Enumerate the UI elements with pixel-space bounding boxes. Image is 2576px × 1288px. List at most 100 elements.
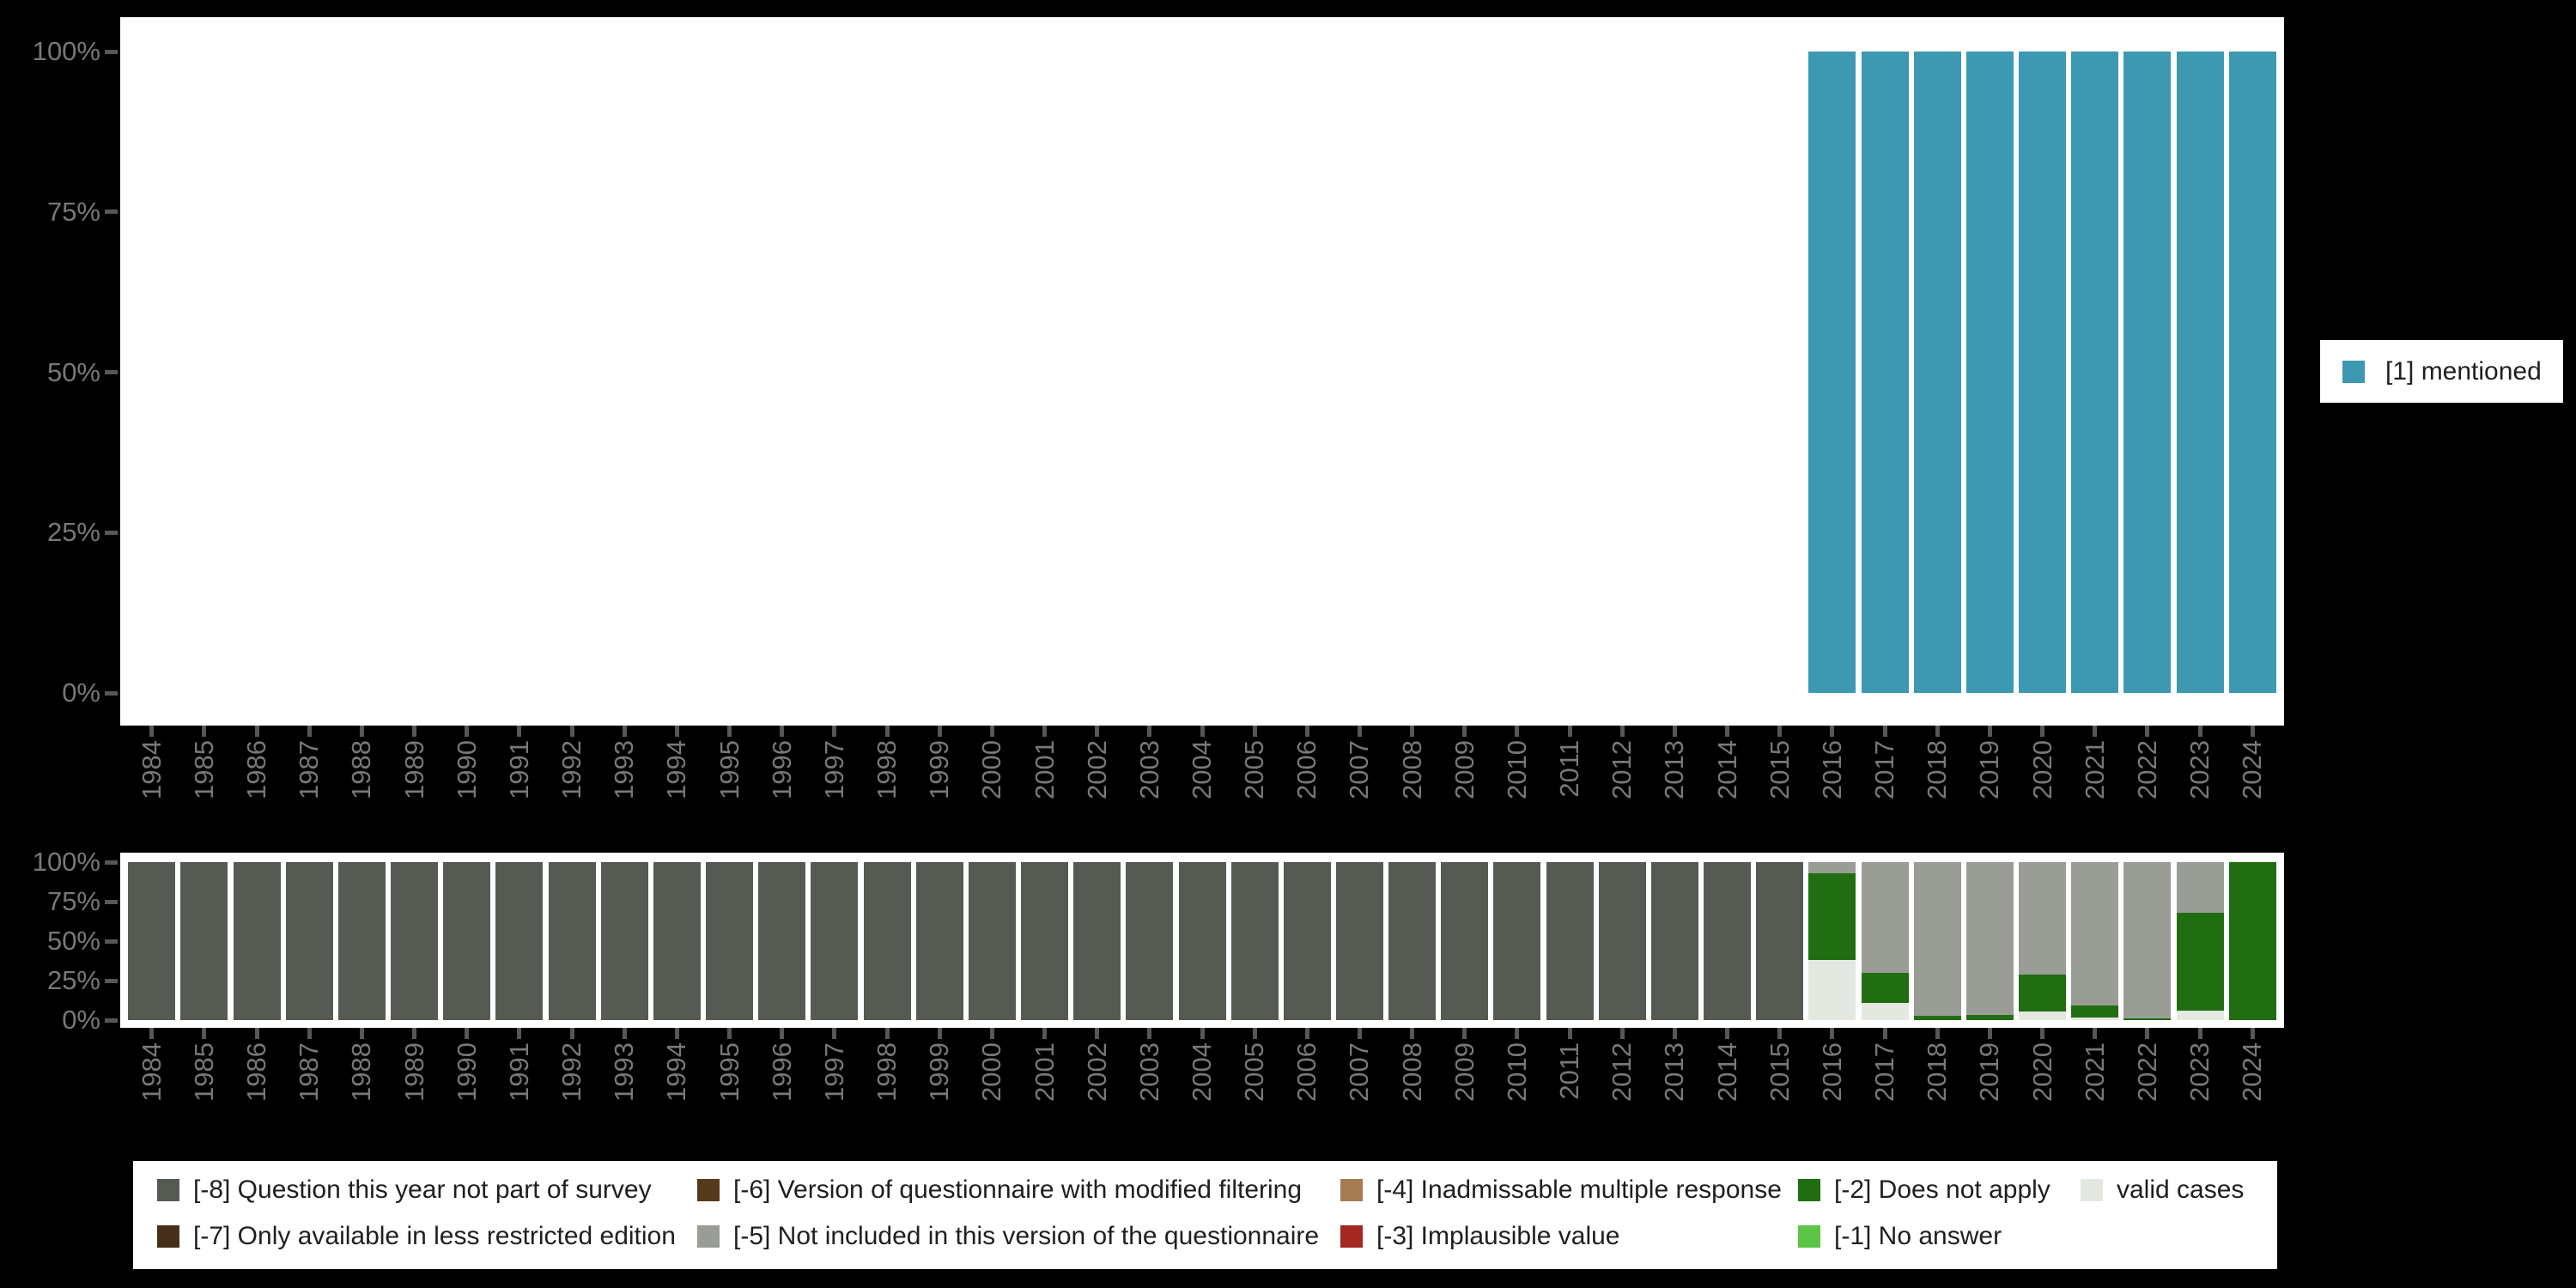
bar-2020 [2019,52,2067,693]
bar-2002 [1073,862,1121,1020]
main-chart-bars [120,52,2284,693]
bar-segment [1965,52,2014,693]
bar-segment [2019,974,2067,1012]
x-axis-tick [412,1028,417,1039]
x-axis-tick [1357,726,1362,737]
x-axis-year-label: 1987 [294,1042,325,1102]
bar-2001 [1021,862,1068,1020]
bar-segment [128,862,176,1020]
x-axis-tick [780,726,785,737]
x-axis-year-label: 1985 [188,740,219,799]
bar-2008 [1388,862,1437,1020]
x-axis-year-label: 1997 [818,1042,849,1102]
bar-segment [2019,52,2067,693]
x-axis-year-label: 2020 [2026,1042,2057,1102]
x-axis-tick [2093,1028,2098,1039]
x-axis-tick [1304,1028,1309,1039]
y-axis-tick [105,1018,118,1023]
missing-chart-bars [120,862,2284,1020]
na7-swatch-icon [157,1225,179,1248]
x-axis-year-label: 2003 [1133,1042,1164,1102]
bar-1997 [811,862,859,1020]
x-axis-tick [465,726,470,737]
bar-segment [1283,862,1331,1020]
x-axis-tick [1567,1028,1572,1039]
na4-swatch-icon [1340,1179,1363,1201]
y-axis-tick [105,530,118,535]
bar-2010 [1493,862,1541,1020]
bar-2009 [1441,862,1489,1020]
bar-1988 [337,862,386,1020]
legend-item: [-6] Version of questionnaire with modif… [697,1176,1302,1205]
legend-item: [-1] No answer [1798,1222,2002,1251]
bar-segment [1650,862,1698,1020]
bar-segment [1913,1016,1961,1020]
x-axis-tick [569,726,574,737]
bar-segment [1861,862,1909,973]
bar-segment [2071,1018,2119,1020]
y-axis-label: 75% [46,886,100,916]
x-axis-tick [517,726,522,737]
x-axis-tick [1672,726,1677,737]
y-axis-label: 25% [46,517,100,548]
x-axis-year-label: 2021 [2079,740,2110,799]
bar-segment [1808,960,1856,1020]
legend-item: [-4] Inadmissable multiple response [1340,1176,1782,1205]
legend-item-label: [-3] Implausible value [1376,1222,1620,1250]
x-axis-year-label: 1986 [241,740,272,799]
bar-segment [2228,52,2276,693]
legend-item-label: [-5] Not included in this version of the… [733,1222,1320,1250]
bar-2017 [1861,862,1909,1020]
x-axis-tick [622,1028,627,1039]
x-axis-year-label: 1998 [872,740,902,799]
x-axis-year-label: 1992 [556,1042,587,1102]
x-axis-tick [2250,1028,2255,1039]
bar-2016 [1808,52,1856,693]
x-axis-year-label: 2003 [1133,740,1164,799]
bar-2007 [1335,862,1383,1020]
x-axis-year-label: 2004 [1187,740,1217,799]
x-axis-year-label: 1987 [294,740,325,799]
x-axis-tick [1619,726,1625,737]
x-axis-year-label: 2019 [1974,1042,2005,1102]
bar-segment [2123,52,2172,693]
bar-segment [2228,862,2276,1020]
bar-2024 [2228,862,2276,1020]
x-axis-year-label: 2019 [1974,740,2005,799]
y-axis-label: 25% [46,965,100,995]
bar-1985 [180,862,228,1020]
y-axis-label: 50% [46,926,100,956]
x-axis-tick [1935,726,1940,737]
x-axis-tick [989,726,994,737]
x-axis-tick [1619,1028,1625,1039]
x-axis-year-label: 2001 [1029,740,1060,799]
bar-2013 [1650,862,1698,1020]
bar-segment [1126,862,1174,1020]
x-axis-year-label: 1984 [136,1042,167,1102]
bar-segment [1808,862,1856,873]
x-axis-tick [1462,1028,1467,1039]
x-axis-year-label: 2024 [2237,740,2268,799]
bar-segment [1965,862,2014,1015]
bar-1992 [548,862,596,1020]
x-axis-year-label: 1995 [714,740,744,799]
x-axis-tick [517,1028,522,1039]
bar-segment [233,862,281,1020]
x-axis-year-label: 2002 [1081,740,1112,799]
x-axis-tick [884,1028,890,1039]
x-axis-year-label: 2011 [1554,740,1585,798]
bar-segment [2071,52,2119,693]
bar-segment [2071,862,2119,1005]
x-axis-tick [1147,726,1152,737]
bar-segment [1546,862,1594,1020]
x-axis-year-label: 2007 [1344,740,1375,799]
bar-segment [968,862,1016,1020]
bar-2006 [1283,862,1331,1020]
x-axis-tick [465,1028,470,1039]
bar-segment [2176,1010,2224,1020]
bar-2021 [2071,862,2119,1020]
x-axis-year-label: 1989 [398,740,429,799]
bar-2018 [1913,862,1961,1020]
bar-segment [1861,52,1909,693]
bar-1986 [233,862,281,1020]
